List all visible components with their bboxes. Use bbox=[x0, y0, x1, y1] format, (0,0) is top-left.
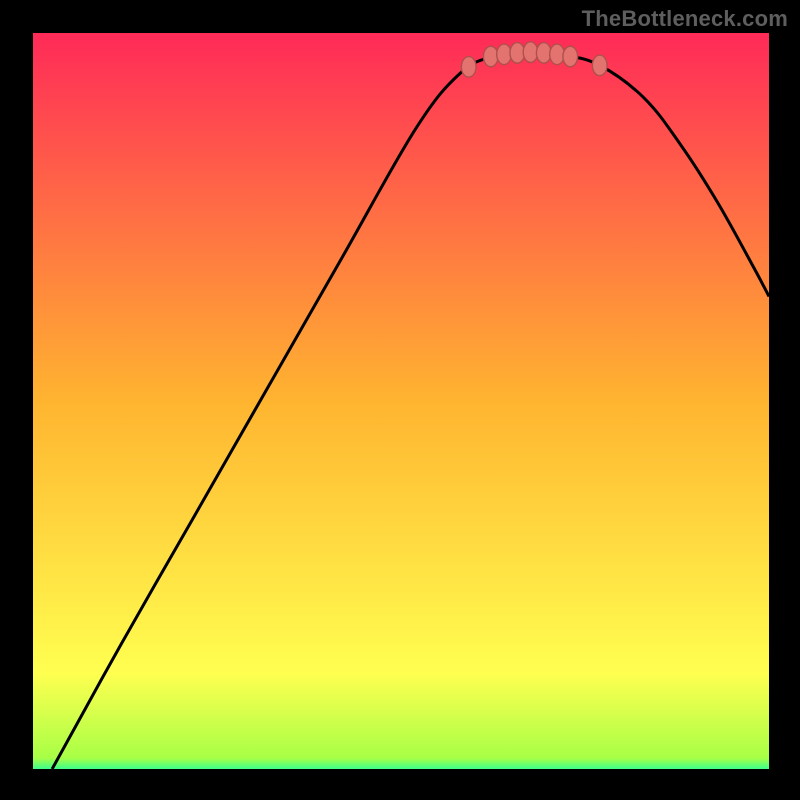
main-curve bbox=[52, 52, 769, 769]
data-marker bbox=[536, 43, 551, 64]
data-marker bbox=[510, 43, 525, 64]
data-marker bbox=[523, 42, 538, 63]
watermark-text: TheBottleneck.com bbox=[582, 6, 788, 32]
data-marker bbox=[563, 46, 578, 67]
plot-area bbox=[33, 33, 769, 769]
data-marker bbox=[461, 57, 476, 78]
chart-svg bbox=[33, 33, 769, 769]
data-marker bbox=[497, 44, 512, 65]
data-marker bbox=[592, 55, 607, 76]
chart-frame: TheBottleneck.com bbox=[0, 0, 800, 800]
data-marker bbox=[483, 46, 498, 67]
data-marker bbox=[550, 44, 565, 65]
